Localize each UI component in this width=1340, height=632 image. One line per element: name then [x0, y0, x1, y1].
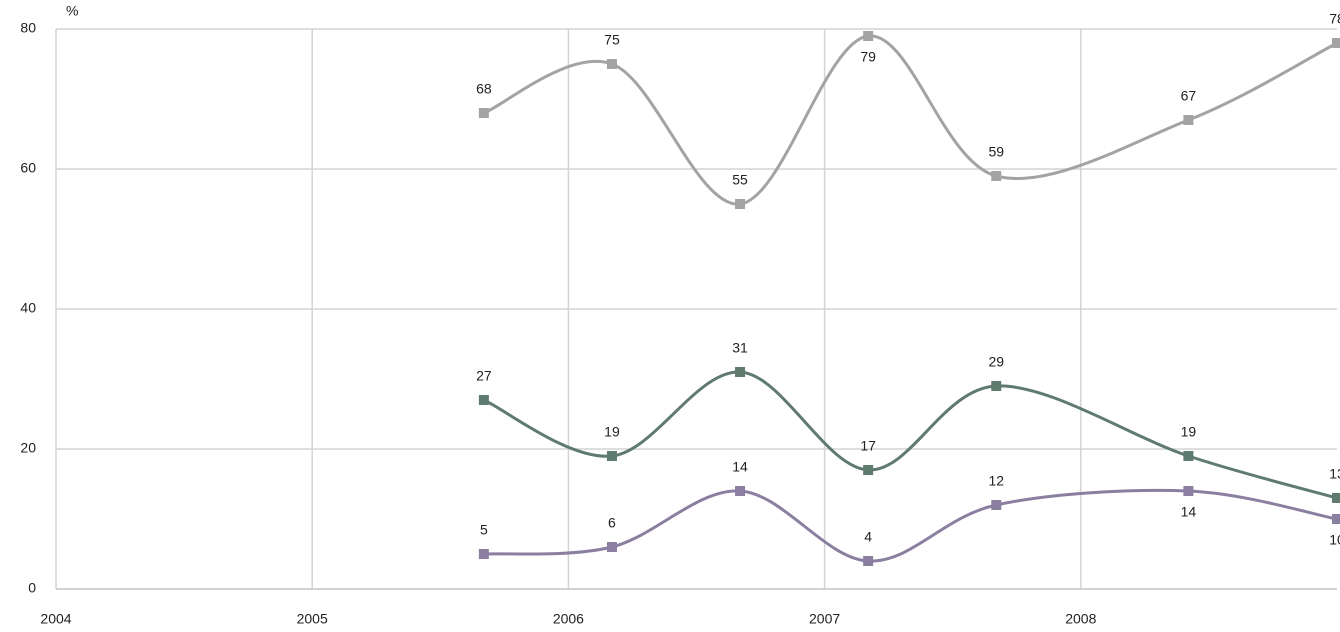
y-tick-label: 60 [20, 160, 36, 176]
point-marker [478, 395, 489, 405]
point-marker [1332, 514, 1340, 524]
point-marker [1183, 451, 1194, 461]
x-tick-label: 2007 [809, 611, 840, 627]
data-label: 27 [476, 368, 492, 384]
data-label: 75 [604, 32, 620, 48]
point-marker [478, 108, 489, 118]
data-label: 5 [480, 522, 488, 538]
point-marker [1183, 115, 1194, 125]
point-marker [863, 31, 874, 41]
data-label: 10 [1329, 532, 1340, 548]
data-label: 68 [476, 81, 492, 97]
point-marker [478, 549, 489, 559]
data-label: 31 [732, 340, 748, 356]
x-tick-label: 2004 [40, 611, 71, 627]
data-label: 14 [732, 459, 748, 475]
data-label: 6 [608, 515, 616, 531]
data-label: 14 [1181, 504, 1197, 520]
point-marker [1332, 38, 1340, 48]
point-marker [991, 171, 1002, 181]
data-label: 55 [732, 172, 748, 188]
y-tick-label: 20 [20, 440, 36, 456]
y-tick-label: 40 [20, 300, 36, 316]
x-tick-label: 2006 [553, 611, 584, 627]
point-marker [863, 465, 874, 475]
point-marker [606, 451, 617, 461]
point-marker [606, 59, 617, 69]
data-label: 67 [1181, 88, 1197, 104]
data-label: 79 [860, 49, 876, 65]
x-tick-label: 2005 [297, 611, 328, 627]
point-marker [991, 381, 1002, 391]
data-label: 29 [988, 354, 1004, 370]
data-label: 78 [1329, 11, 1340, 27]
data-label: 19 [604, 424, 620, 440]
y-tick-label: 80 [20, 20, 36, 36]
point-marker [863, 556, 874, 566]
y-axis-label: % [66, 3, 78, 19]
data-label: 4 [864, 529, 872, 545]
point-marker [1332, 493, 1340, 503]
x-tick-label: 2008 [1065, 611, 1096, 627]
point-marker [991, 500, 1002, 510]
point-marker [1183, 486, 1194, 496]
data-label: 12 [988, 473, 1004, 489]
y-tick-label: 0 [28, 580, 36, 596]
point-marker [735, 199, 746, 209]
data-label: 19 [1181, 424, 1197, 440]
point-marker [606, 542, 617, 552]
point-marker [735, 367, 746, 377]
data-label: 17 [860, 438, 876, 454]
data-label: 13 [1329, 466, 1340, 482]
data-label: 59 [988, 144, 1004, 160]
point-marker [735, 486, 746, 496]
